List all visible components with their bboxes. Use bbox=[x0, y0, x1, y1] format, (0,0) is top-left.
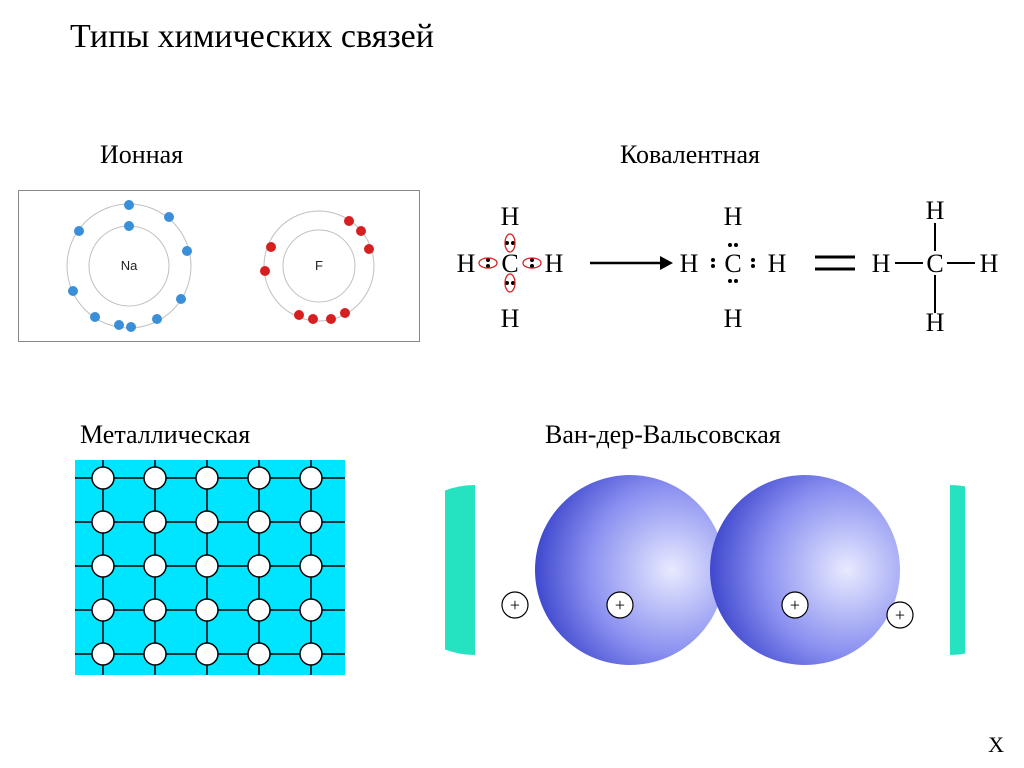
vdw-label: Ван-дер-Вальсовская bbox=[545, 420, 781, 450]
covalent-label: Ковалентная bbox=[620, 140, 760, 170]
covalent-diagram: CHHHHCHHHHCHHHH bbox=[445, 178, 1015, 348]
svg-text:H: H bbox=[724, 202, 743, 231]
svg-text:H: H bbox=[724, 304, 743, 333]
svg-text:H: H bbox=[768, 249, 787, 278]
svg-text:H: H bbox=[980, 249, 999, 278]
metallic-diagram bbox=[75, 460, 345, 675]
page-title: Типы химических связей bbox=[70, 18, 434, 56]
svg-text:+: + bbox=[895, 605, 905, 625]
footer-text: X bbox=[988, 732, 1004, 758]
svg-text:F: F bbox=[315, 258, 323, 273]
svg-text:+: + bbox=[615, 595, 625, 615]
svg-text:+: + bbox=[510, 595, 520, 615]
svg-text:H: H bbox=[545, 249, 564, 278]
svg-text:H: H bbox=[501, 304, 520, 333]
svg-text:Na: Na bbox=[121, 258, 138, 273]
svg-text:C: C bbox=[724, 249, 741, 278]
ionic-diagram: Na F bbox=[18, 190, 420, 342]
ionic-label: Ионная bbox=[100, 140, 183, 170]
vdw-diagram: + + + + bbox=[445, 465, 965, 680]
svg-text:H: H bbox=[457, 249, 476, 278]
svg-text:H: H bbox=[680, 249, 699, 278]
svg-text:H: H bbox=[872, 249, 891, 278]
svg-text:H: H bbox=[501, 202, 520, 231]
metallic-label: Металлическая bbox=[80, 420, 250, 450]
svg-text:C: C bbox=[926, 249, 943, 278]
svg-text:H: H bbox=[926, 196, 945, 225]
svg-text:+: + bbox=[790, 595, 800, 615]
